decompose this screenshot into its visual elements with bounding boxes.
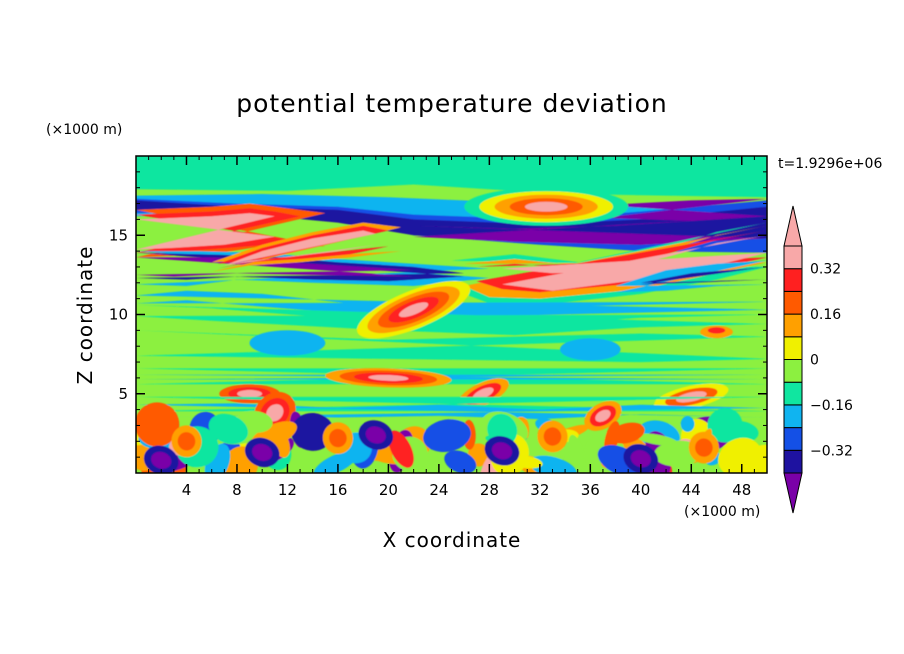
x-tick-label: 40	[631, 481, 650, 499]
colorbar-swatch	[783, 404, 803, 429]
field-blob-37	[707, 327, 726, 334]
colorbar-swatch	[783, 427, 803, 451]
field-blob-158	[630, 450, 651, 468]
field-region-4	[413, 216, 767, 245]
colorbar-swatch	[783, 245, 803, 270]
x-axis-label: X coordinate	[383, 528, 522, 552]
colorbar-tick-label: 0.16	[810, 307, 841, 323]
colorbar-tick-label: 0	[810, 353, 819, 369]
field-blob-32	[398, 302, 429, 318]
colorbar-max-arrow	[783, 205, 803, 247]
colorbar-min-arrow	[783, 472, 803, 514]
x-tick-label: 20	[379, 481, 398, 499]
x-tick-label: 8	[232, 481, 242, 499]
x-tick-label: 24	[429, 481, 448, 499]
field-blob-166	[695, 438, 713, 457]
field-blob-148	[388, 430, 414, 468]
field-blob-150	[609, 422, 645, 444]
field-blob-136	[636, 433, 678, 446]
field-region-14	[224, 230, 376, 266]
x-tick-label: 4	[182, 481, 192, 499]
field-blob-126	[136, 402, 180, 447]
colorbar-swatch	[783, 268, 803, 292]
field-blob-19	[524, 201, 568, 212]
field-region-53	[136, 396, 767, 412]
field-blob-168	[177, 432, 196, 451]
x-tick-label: 48	[732, 481, 751, 499]
field-blob-121	[718, 437, 762, 473]
field-blob-35	[560, 338, 621, 361]
field-blob-118	[707, 407, 743, 443]
colorbar-swatch	[783, 313, 803, 338]
field-region-24	[615, 260, 767, 293]
x-tick-label: 32	[530, 481, 549, 499]
field-region-8	[136, 213, 275, 250]
field-blob-154	[365, 426, 386, 444]
y-unit-label: (×1000 m)	[46, 122, 122, 138]
heatmap-field	[136, 156, 767, 473]
field-region-39	[136, 374, 767, 380]
field-blob-141	[680, 416, 695, 432]
chart-title: potential temperature deviation	[236, 89, 667, 118]
field-blob-57	[266, 404, 284, 422]
field-blob-60	[595, 409, 611, 423]
field-blob-162	[329, 428, 347, 448]
field-region-11	[136, 257, 414, 277]
field-blob-156	[491, 442, 513, 460]
field-region-27	[136, 305, 767, 336]
field-region-5	[602, 198, 767, 221]
field-blob-160	[151, 451, 172, 469]
colorbar-swatch	[783, 290, 803, 315]
x-tick-label: 44	[682, 481, 701, 499]
x-tick-label: 28	[480, 481, 499, 499]
field-blob-145	[208, 413, 249, 445]
field-blob-164	[543, 427, 562, 446]
colorbar-tick-label: −0.16	[810, 398, 853, 414]
colorbar: 0.32 0.16 0 −0.16 −0.32	[783, 205, 853, 514]
field-region-25	[640, 266, 767, 285]
y-axis-label: Z coordinate	[73, 246, 97, 385]
colorbar-swatch	[783, 336, 803, 360]
x-unit-label: (×1000 m)	[684, 504, 760, 520]
field-blob-43	[368, 374, 409, 381]
field-blob-34	[249, 330, 326, 356]
colorbar-tick-label: 0.32	[810, 262, 841, 278]
colorbar-swatch	[783, 359, 803, 383]
colorbar-swatch	[783, 381, 803, 406]
field-blob-120	[444, 450, 477, 473]
y-tick-label: 15	[109, 226, 128, 244]
field-blob-149	[423, 419, 471, 453]
field-blob-87	[568, 434, 585, 470]
colorbar-tick-label: −0.32	[810, 443, 853, 459]
field-region-0	[136, 156, 767, 198]
field-region-10	[136, 252, 465, 282]
x-tick-label: 36	[581, 481, 600, 499]
x-tick-label: 16	[328, 481, 347, 499]
colorbar-swatch	[783, 449, 803, 474]
field-blob-152	[252, 443, 273, 461]
y-tick-label: 5	[118, 385, 128, 403]
field-blob-52	[237, 389, 263, 398]
field-region-23	[502, 235, 767, 291]
y-tick-label: 10	[109, 306, 128, 324]
x-tick-label: 12	[278, 481, 297, 499]
time-label: t=1.9296e+06	[778, 156, 882, 172]
